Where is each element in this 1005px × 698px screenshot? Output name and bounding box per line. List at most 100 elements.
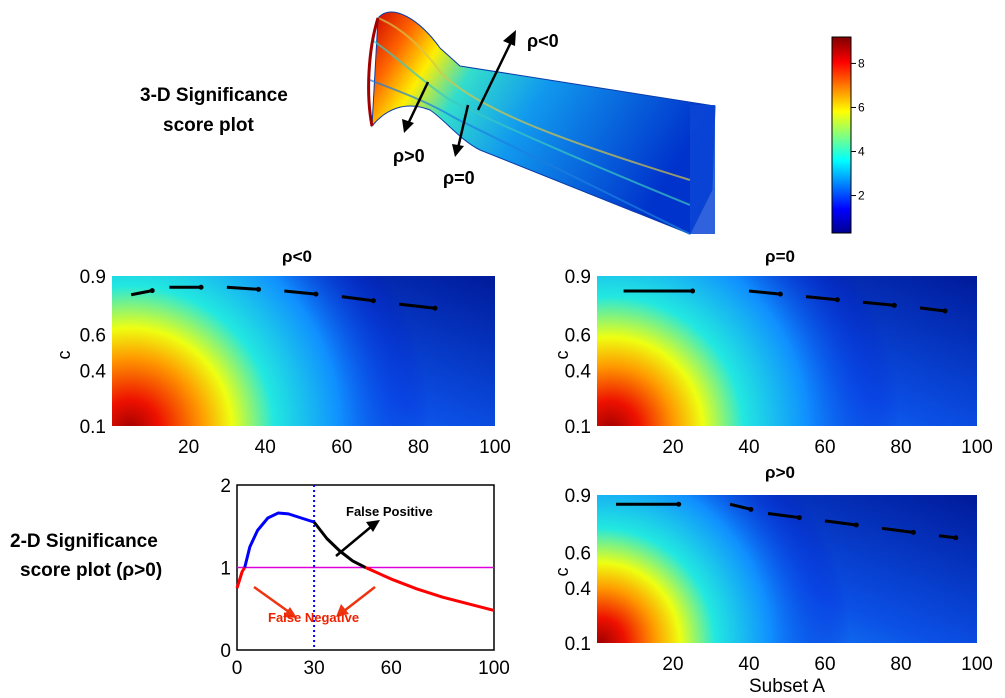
surface-peak-edge bbox=[367, 17, 380, 127]
series-line-0 bbox=[235, 566, 246, 589]
x-tick-label: 20 bbox=[178, 437, 199, 458]
ridge-segment bbox=[130, 289, 153, 297]
y-tick-label: 2 bbox=[220, 476, 231, 497]
ridge-segment bbox=[938, 534, 956, 540]
series-line-3 bbox=[364, 566, 495, 612]
ridge-segment-tip bbox=[796, 515, 802, 521]
ridge-segment bbox=[284, 289, 317, 296]
y-tick-label: 0 bbox=[220, 641, 231, 662]
ridge-segment bbox=[824, 519, 857, 527]
false-negative-arrow-right-head bbox=[336, 604, 349, 617]
ridge-segment-tip bbox=[313, 291, 319, 297]
surface-ridge-2 bbox=[371, 39, 691, 206]
x-tick-label: 20 bbox=[662, 654, 683, 675]
heatmap-rho-zero-ridge bbox=[623, 288, 948, 314]
y-tick-label: 0.6 bbox=[80, 326, 106, 347]
surface-end-face bbox=[690, 105, 715, 234]
arrow-rho-zero bbox=[456, 104, 470, 149]
x-tick-label: 40 bbox=[255, 437, 276, 458]
surface-caption-line1: 3-D Significance bbox=[140, 85, 288, 106]
colorbar-tick-label: 2 bbox=[858, 189, 865, 203]
surface-ridge-1 bbox=[377, 17, 691, 181]
false-positive-label: False Positive bbox=[346, 504, 433, 519]
heatmap-rho-neg-ylabel: c bbox=[54, 351, 74, 360]
heatmap-rho-pos-ridge bbox=[616, 501, 959, 541]
ridge-segment bbox=[919, 306, 946, 313]
ridge-segment-tip bbox=[953, 535, 959, 541]
heatmap-rho-pos-ylabel: c bbox=[552, 568, 572, 577]
x-tick-label: 60 bbox=[381, 658, 402, 679]
ridge-segment-tip bbox=[198, 284, 204, 290]
ridge-segment-tip bbox=[255, 286, 261, 292]
arrow-rho-neg-head bbox=[503, 30, 516, 46]
heatmap-rho-neg-title: ρ<0 bbox=[282, 247, 312, 266]
y-tick-label: 0.1 bbox=[80, 417, 106, 438]
ridge-segment bbox=[341, 295, 374, 303]
x-tick-label: 60 bbox=[814, 437, 835, 458]
heatmap-rho-pos-ticks: 20 40 60 80 100 0.1 0.4 0.6 0.9 bbox=[565, 486, 993, 675]
colorbar: 2 4 6 8 bbox=[831, 36, 865, 234]
colorbar-tick-label: 4 bbox=[858, 145, 865, 159]
ridge-segment bbox=[767, 512, 800, 520]
arrow-rho-zero-head bbox=[452, 144, 464, 157]
series-line-2 bbox=[312, 521, 367, 569]
x-tick-label: 30 bbox=[304, 658, 325, 679]
colorbar-gradient bbox=[831, 36, 852, 234]
y-tick-label: 0.9 bbox=[565, 486, 591, 507]
false-negative-arrow-right bbox=[343, 586, 376, 612]
x-tick-label: 60 bbox=[331, 437, 352, 458]
heatmap-rho-neg-field bbox=[112, 276, 495, 426]
line-plot-marks: 0 30 60 100 0 1 2 bbox=[220, 476, 509, 679]
ridge-segment-tip bbox=[891, 302, 897, 308]
ridge-segment bbox=[399, 302, 436, 310]
ridge-segment-tip bbox=[853, 522, 859, 528]
ridge-segment bbox=[881, 526, 914, 534]
x-tick-label: 100 bbox=[961, 654, 993, 675]
ridge-segment-tip bbox=[834, 297, 840, 303]
ridge-segment bbox=[862, 300, 895, 307]
arrow-rho-neg bbox=[476, 39, 514, 111]
heatmap-rho-zero-title: ρ=0 bbox=[765, 247, 795, 266]
false-negative-label: False Negative bbox=[268, 610, 359, 625]
heatmap-rho-zero-ylabel: c bbox=[552, 351, 572, 360]
heatmap-rho-pos-field bbox=[597, 495, 977, 643]
x-tick-label: 0 bbox=[232, 658, 243, 679]
surface-back-sheet bbox=[371, 11, 716, 235]
series-line-1 bbox=[243, 511, 315, 568]
y-tick-label: 0.4 bbox=[565, 579, 592, 600]
y-tick-label: 0.1 bbox=[565, 417, 591, 438]
ridge-segment-tip bbox=[910, 529, 916, 535]
surface-plot: 3-D Significance score plot ρ<0 ρ>0 ρ=0 bbox=[140, 11, 716, 235]
surface-caption-line2: score plot bbox=[163, 115, 254, 136]
y-tick-label: 1 bbox=[220, 559, 231, 580]
heatmap-rho-zero-field bbox=[597, 276, 977, 426]
surface-ridge-3 bbox=[369, 79, 691, 235]
line-caption-line1: 2-D Significance bbox=[10, 531, 158, 552]
heatmap-rho-zero-ticks: 20 40 60 80 100 0.1 0.4 0.6 0.9 bbox=[565, 267, 993, 458]
x-tick-label: 100 bbox=[479, 437, 511, 458]
y-tick-label: 0.1 bbox=[565, 634, 591, 655]
colorbar-tick-label: 8 bbox=[858, 56, 865, 70]
ridge-segment-tip bbox=[676, 501, 682, 507]
x-tick-label: 40 bbox=[738, 654, 759, 675]
colorbar-ticks: 2 4 6 8 bbox=[851, 56, 865, 203]
x-tick-label: 80 bbox=[890, 437, 911, 458]
false-positive-arrow bbox=[335, 525, 373, 557]
ridge-segment-tip bbox=[690, 288, 696, 294]
heatmap-rho-pos-xlabel: Subset A bbox=[749, 676, 825, 697]
ridge-segment-tip bbox=[370, 298, 376, 304]
heatmap-rho-neg-ticks: 20 40 60 80 100 0.1 0.4 0.6 0.9 bbox=[80, 267, 511, 458]
arrow-rho-pos bbox=[406, 81, 430, 125]
heatmap-rho-pos: ρ>0 c Subset A 20 40 60 80 100 0.1 0.4 0.6 0.9 bbox=[552, 463, 993, 697]
ridge-segment bbox=[748, 289, 781, 296]
x-tick-label: 100 bbox=[961, 437, 993, 458]
false-positive-arrow-head bbox=[366, 520, 380, 532]
ridge-segment-tip bbox=[942, 308, 948, 314]
y-tick-label: 0.9 bbox=[80, 267, 106, 288]
colorbar-tick-label: 6 bbox=[858, 100, 865, 114]
surface-label-rho-pos: ρ>0 bbox=[393, 146, 425, 166]
ridge-segment bbox=[226, 285, 259, 291]
ridge-segment bbox=[805, 295, 838, 302]
x-tick-label: 60 bbox=[814, 654, 835, 675]
